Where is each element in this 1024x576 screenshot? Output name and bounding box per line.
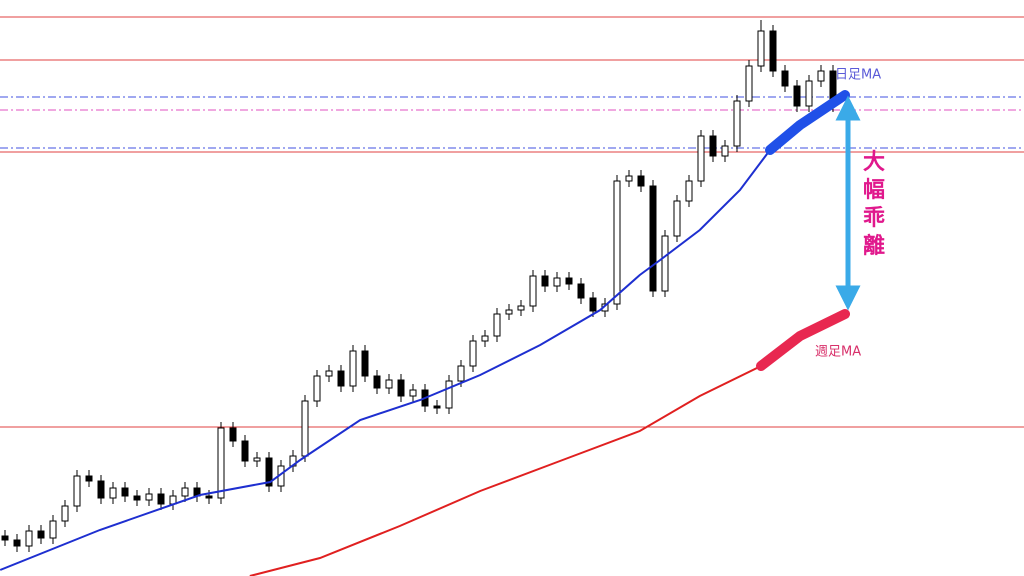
series-label: 週足MA <box>815 345 861 360</box>
candle-body <box>769 30 777 72</box>
candle-body <box>1 535 9 541</box>
candle-body <box>685 180 693 202</box>
candle-body <box>673 200 681 237</box>
candle-body <box>541 275 549 287</box>
candle-body <box>349 350 357 387</box>
candle-body <box>157 493 165 505</box>
candle-body <box>325 370 333 377</box>
candle-body <box>757 30 765 67</box>
candle-body <box>649 185 657 292</box>
candle-body <box>337 370 345 387</box>
candle-body <box>13 539 21 547</box>
candle-body <box>625 175 633 182</box>
candle-body <box>457 365 465 382</box>
candle-body <box>313 375 321 402</box>
candle-body <box>241 440 249 462</box>
candle-body <box>733 100 741 147</box>
candle-body <box>577 283 585 299</box>
candle-body <box>697 135 705 182</box>
candle-body <box>805 80 813 107</box>
candle-body <box>493 313 501 337</box>
candle-body <box>205 495 213 499</box>
candle-body <box>97 480 105 499</box>
candle-body <box>301 400 309 457</box>
candle-body <box>85 475 93 482</box>
candle-body <box>709 135 717 157</box>
candle-body <box>793 85 801 107</box>
candle-body <box>529 275 537 307</box>
candle-body <box>505 309 513 315</box>
candle-body <box>25 530 33 547</box>
candle-body <box>217 427 225 499</box>
candle-body <box>613 180 621 305</box>
candle-body <box>469 340 477 367</box>
candle-body <box>817 70 825 82</box>
candle-body <box>229 427 237 442</box>
candle-body <box>661 235 669 292</box>
candle-body <box>253 457 261 462</box>
candle-body <box>397 379 405 397</box>
moving-average <box>0 94 846 571</box>
candle-body <box>481 335 489 342</box>
candle-body <box>265 457 273 487</box>
candle-body <box>589 297 597 312</box>
annotation: 大幅乖離 <box>863 150 885 259</box>
ma-highlight <box>756 309 850 371</box>
candle-body <box>121 487 129 497</box>
candle-body <box>553 277 561 287</box>
candle-body <box>721 145 729 157</box>
candle-body <box>181 487 189 497</box>
ma-highlight <box>765 90 850 155</box>
candle-body <box>37 530 45 539</box>
candle-body <box>361 350 369 377</box>
candle-body <box>745 65 753 102</box>
candle-body <box>781 70 789 87</box>
candle-body <box>145 493 153 501</box>
candle-body <box>61 505 69 522</box>
candle-body <box>409 389 417 397</box>
candle-body <box>373 375 381 389</box>
series-label: 日足MA <box>835 68 881 83</box>
candle-body <box>637 175 645 187</box>
candle-body <box>433 405 441 409</box>
candle-body <box>133 495 141 501</box>
candle-body <box>517 305 525 311</box>
candle-body <box>385 379 393 389</box>
candle-body <box>109 487 117 499</box>
candle-body <box>445 380 453 409</box>
candle-body <box>49 520 57 539</box>
candle-body <box>565 277 573 285</box>
candle-body <box>73 475 81 507</box>
